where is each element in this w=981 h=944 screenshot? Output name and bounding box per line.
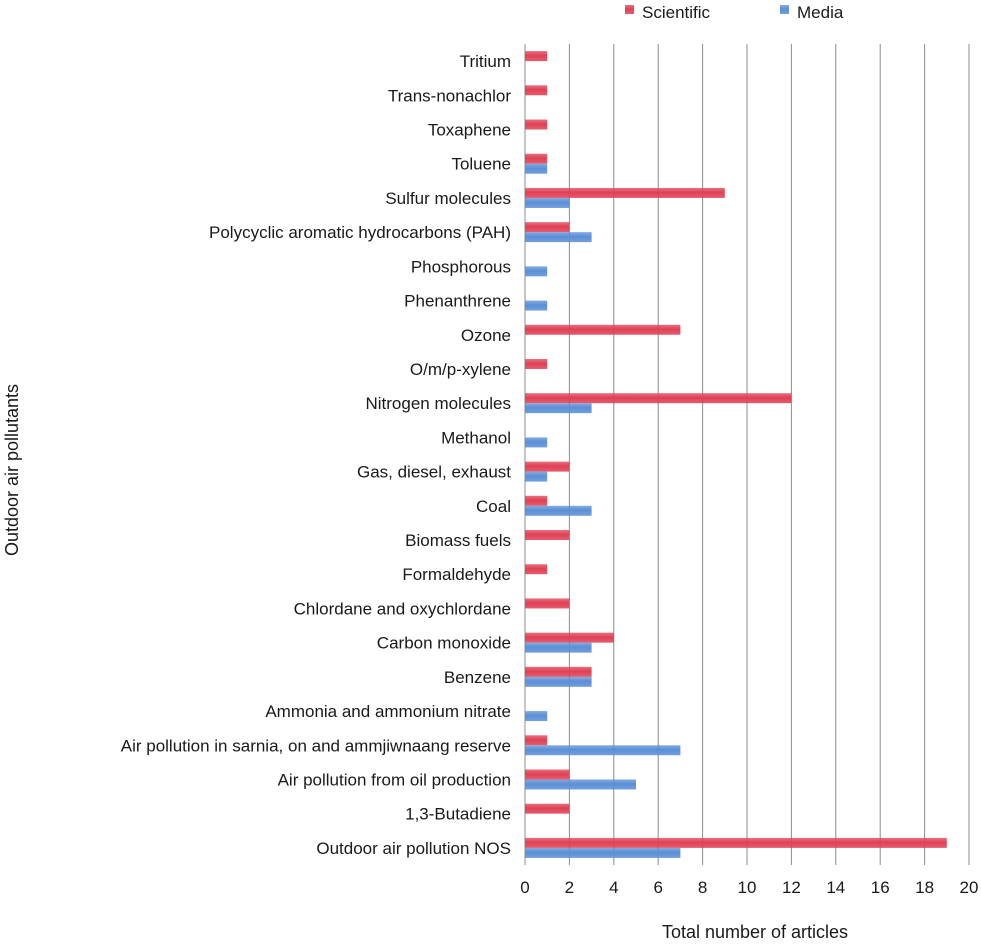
bar-media (525, 300, 548, 311)
gridlines (524, 44, 970, 865)
x-axis-title: Total number of articles (662, 922, 848, 942)
x-tick-label: 2 (565, 878, 574, 897)
bar-media (525, 779, 636, 790)
bar-media (525, 847, 681, 858)
bar-scientific (525, 393, 792, 404)
bar-media (525, 232, 592, 243)
x-tick-label: 8 (698, 878, 707, 897)
y-axis-title: Outdoor air pollutants (2, 384, 22, 556)
bar-media (525, 163, 548, 174)
category-label: Toxaphene (428, 121, 511, 140)
bar-scientific (525, 495, 548, 506)
legend-label-scientific: Scientific (642, 3, 711, 22)
bar-scientific (525, 803, 570, 814)
category-label: Carbon monoxide (377, 634, 511, 653)
bar-scientific (525, 222, 570, 233)
category-label: Phosphorous (411, 257, 511, 276)
category-label: Tritium (460, 52, 511, 71)
bar-media (525, 676, 592, 687)
legend-swatch-scientific (625, 5, 634, 14)
bar-media (525, 505, 592, 516)
category-label: Sulfur molecules (385, 189, 511, 208)
bar-scientific (525, 769, 570, 780)
bar-scientific (525, 119, 548, 130)
x-tick-label: 4 (609, 878, 618, 897)
bar-scientific (525, 187, 725, 198)
bar-media (525, 642, 592, 653)
bar-scientific (525, 324, 681, 335)
category-labels: Tritium Trans-nonachlor Toxaphene Toluene Su… (121, 52, 512, 858)
x-tick-label: 6 (653, 878, 662, 897)
bar-scientific (525, 153, 548, 164)
bar-media (525, 266, 548, 277)
bar-media (525, 197, 570, 208)
category-label: Air pollution in sarnia, on and ammjiwna… (121, 736, 511, 755)
bar-scientific (525, 51, 548, 62)
x-tick-label: 0 (520, 878, 529, 897)
bar-scientific (525, 735, 548, 746)
bar-scientific (525, 837, 947, 848)
category-label: Ozone (461, 326, 511, 345)
category-label: Chlordane and oxychlordane (294, 599, 511, 618)
x-tick-label: 12 (782, 878, 801, 897)
legend-label-media: Media (797, 3, 844, 22)
category-label: Polycyclic aromatic hydrocarbons (PAH) (209, 223, 511, 242)
category-label: Methanol (441, 428, 511, 447)
legend-swatch-media (780, 5, 789, 14)
category-label: Benzene (444, 668, 511, 687)
x-tick-labels: 0 2 4 6 8 10 12 14 16 18 20 (520, 878, 978, 897)
x-tick-label: 20 (960, 878, 979, 897)
bar-scientific (525, 564, 548, 575)
category-label: Coal (476, 497, 511, 516)
category-label: Gas, diesel, exhaust (357, 463, 511, 482)
category-label: Ammonia and ammonium nitrate (265, 702, 511, 721)
bar-scientific (525, 530, 570, 541)
category-label: Biomass fuels (405, 531, 511, 550)
x-tick-label: 10 (738, 878, 757, 897)
bar-media (525, 437, 548, 448)
bars (525, 51, 947, 858)
bar-scientific (525, 461, 570, 472)
bar-scientific (525, 598, 570, 609)
category-label: O/m/p-xylene (410, 360, 511, 379)
bar-media (525, 471, 548, 482)
category-label: 1,3-Butadiene (405, 805, 511, 824)
legend: Scientific Media (625, 3, 844, 22)
bar-scientific (525, 632, 614, 643)
category-label: Toluene (451, 155, 511, 174)
bar-media (525, 403, 592, 414)
bar-media (525, 745, 681, 756)
category-label: Air pollution from oil production (278, 770, 511, 789)
x-tick-label: 16 (871, 878, 890, 897)
x-tick-label: 18 (915, 878, 934, 897)
x-tick-label: 14 (826, 878, 845, 897)
bar-scientific (525, 358, 548, 369)
bar-scientific (525, 85, 548, 96)
category-label: Nitrogen molecules (365, 394, 511, 413)
category-label: Trans-nonachlor (388, 86, 511, 105)
bar-media (525, 711, 548, 722)
category-label: Outdoor air pollution NOS (316, 839, 511, 858)
bar-scientific (525, 666, 592, 677)
category-label: Formaldehyde (402, 565, 511, 584)
category-label: Phenanthrene (404, 292, 511, 311)
